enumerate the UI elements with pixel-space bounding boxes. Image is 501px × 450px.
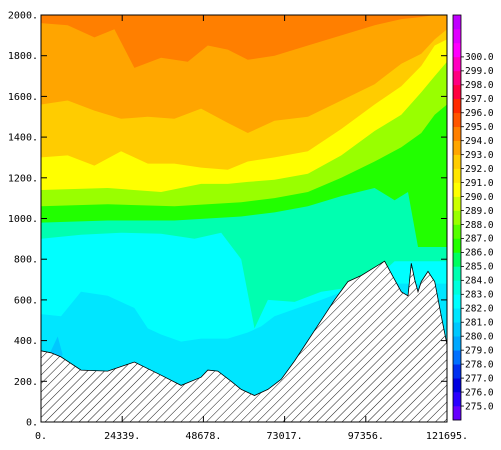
y-tick-label: 200. bbox=[14, 377, 38, 388]
colorbar: 275.0 276.0 277.0 278.0 279.0 280.0 281.0 282.0… bbox=[452, 14, 494, 421]
colorbar-swatch bbox=[453, 140, 461, 155]
colorbar-label: 300.0 bbox=[465, 52, 494, 63]
x-axis: 0. 24339. 48678. 73017. 97356. 121695. bbox=[35, 15, 468, 442]
seafloor bbox=[41, 260, 447, 422]
x-tick-label: 0. bbox=[35, 431, 47, 442]
colorbar-label: 282.0 bbox=[465, 304, 494, 315]
plot-area bbox=[41, 15, 447, 422]
y-tick-label: 2000. bbox=[8, 11, 38, 22]
colorbar-label: 289.0 bbox=[465, 206, 494, 217]
colorbar-swatch bbox=[453, 84, 461, 100]
y-tick-label: 600. bbox=[14, 295, 38, 306]
colorbar-label: 284.0 bbox=[465, 276, 494, 287]
colorbar-swatch bbox=[453, 112, 461, 128]
temperature-band bbox=[41, 15, 447, 68]
y-tick-label: 1400. bbox=[8, 133, 38, 144]
y-tick-label: 1600. bbox=[8, 92, 38, 103]
colorbar-swatch bbox=[453, 154, 461, 169]
colorbar-label: 275.0 bbox=[465, 401, 494, 412]
colorbar-label: 286.0 bbox=[465, 248, 494, 259]
colorbar-swatch bbox=[453, 322, 461, 337]
colorbar-swatch bbox=[453, 56, 461, 72]
colorbar-label: 278.0 bbox=[465, 359, 494, 370]
colorbar-swatch bbox=[453, 126, 461, 141]
colorbar-label: 281.0 bbox=[465, 318, 494, 329]
colorbar-label: 285.0 bbox=[465, 262, 494, 273]
colorbar-label: 287.0 bbox=[465, 234, 494, 245]
colorbar-label: 291.0 bbox=[465, 178, 494, 189]
colorbar-swatch bbox=[453, 15, 461, 30]
colorbar-label: 295.0 bbox=[465, 122, 494, 133]
colorbar-label: 280.0 bbox=[465, 332, 494, 343]
colorbar-label: 293.0 bbox=[465, 150, 494, 161]
colorbar-label: 276.0 bbox=[465, 387, 494, 398]
x-tick-label: 48678. bbox=[185, 431, 221, 442]
colorbar-label: 298.0 bbox=[465, 80, 494, 91]
temperature-fills bbox=[41, 15, 447, 422]
x-tick-label: 73017. bbox=[267, 431, 303, 442]
colorbar-swatch bbox=[453, 182, 461, 197]
colorbar-label: 296.0 bbox=[465, 108, 494, 119]
colorbar-label: 279.0 bbox=[465, 345, 494, 356]
colorbar-swatch bbox=[453, 280, 461, 295]
colorbar-label: 299.0 bbox=[465, 66, 494, 77]
colorbar-swatch bbox=[453, 196, 461, 211]
colorbar-swatch bbox=[453, 364, 461, 379]
colorbar-label: 277.0 bbox=[465, 373, 494, 384]
y-tick-label: 400. bbox=[14, 336, 38, 347]
colorbar-swatch bbox=[453, 266, 461, 281]
x-tick-label: 24339. bbox=[104, 431, 140, 442]
colorbar-label: 283.0 bbox=[465, 290, 494, 301]
colorbar-label: 294.0 bbox=[465, 136, 494, 147]
colorbar-swatch bbox=[453, 336, 461, 351]
colorbar-swatch bbox=[453, 224, 461, 239]
x-tick-label: 121695. bbox=[426, 431, 468, 442]
colorbar-swatch bbox=[453, 238, 461, 253]
colorbar-swatch bbox=[453, 308, 461, 323]
colorbar-swatch bbox=[453, 252, 461, 267]
colorbar-swatch bbox=[453, 392, 461, 407]
colorbar-label: 297.0 bbox=[465, 94, 494, 105]
colorbar-swatch bbox=[453, 294, 461, 309]
colorbar-swatch bbox=[453, 350, 461, 365]
y-tick-label: 1200. bbox=[8, 173, 38, 184]
colorbar-swatch bbox=[453, 210, 461, 225]
seafloor-shape bbox=[41, 260, 447, 422]
y-tick-label: 1800. bbox=[8, 51, 38, 62]
y-tick-label: 0. bbox=[26, 418, 38, 429]
y-tick-label: 1000. bbox=[8, 214, 38, 225]
colorbar-swatch bbox=[453, 378, 461, 393]
colorbar-swatch bbox=[453, 70, 461, 86]
y-tick-label: 800. bbox=[14, 255, 38, 266]
colorbar-swatch bbox=[453, 406, 461, 421]
colorbar-label: 288.0 bbox=[465, 220, 494, 231]
colorbar-swatch bbox=[453, 42, 461, 58]
colorbar-swatch bbox=[453, 28, 461, 44]
x-tick-label: 97356. bbox=[348, 431, 384, 442]
colorbar-label: 290.0 bbox=[465, 192, 494, 203]
colorbar-frame bbox=[452, 14, 462, 421]
colorbar-label: 292.0 bbox=[465, 164, 494, 175]
colorbar-swatch bbox=[453, 168, 461, 183]
y-axis: 0. 200. 400. 600. 800. 1000. 1200. 1400. 1600. 18… bbox=[8, 11, 447, 429]
colorbar-swatch bbox=[453, 98, 461, 114]
